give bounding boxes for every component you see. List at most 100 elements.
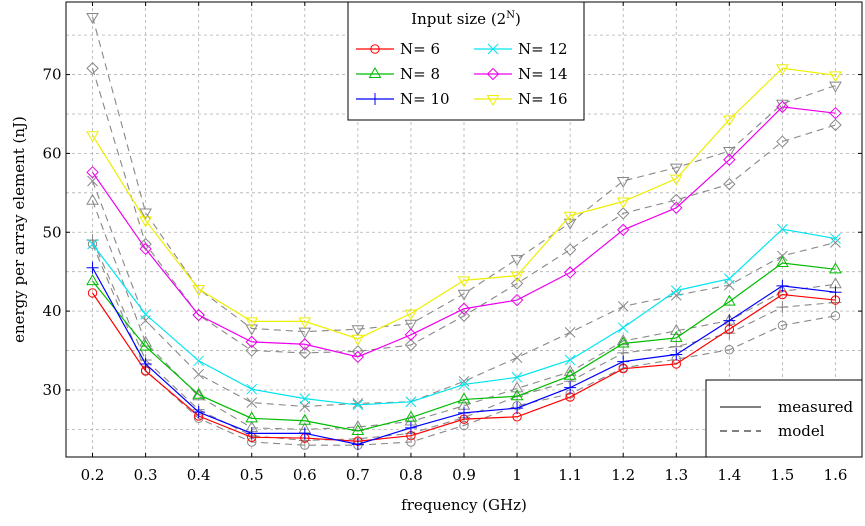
model-line — [92, 243, 836, 446]
legend-label: N= 6 — [400, 40, 440, 58]
legend-entry: N= 14 — [474, 65, 568, 83]
data-point — [510, 389, 524, 401]
model-point — [86, 62, 99, 75]
series-n8 — [86, 256, 842, 435]
data-point — [245, 411, 259, 423]
data-point — [192, 308, 205, 322]
model-point — [457, 309, 471, 323]
model-point — [245, 344, 258, 357]
series-n14 — [86, 100, 842, 364]
y-tick-label: 70 — [42, 66, 61, 84]
data-point — [139, 339, 152, 351]
data-point — [245, 317, 259, 329]
model-point — [830, 311, 841, 321]
series-n16 — [86, 64, 842, 346]
model-point — [616, 207, 630, 220]
data-point — [140, 308, 151, 320]
model-point — [670, 289, 682, 301]
data-point — [299, 393, 311, 404]
data-point — [617, 322, 629, 334]
data-point — [246, 383, 258, 395]
model-point — [723, 177, 736, 191]
model-point — [776, 99, 789, 111]
style-legend-label: measured — [778, 398, 853, 416]
data-point — [87, 238, 98, 250]
data-point — [351, 438, 364, 451]
model-point — [86, 12, 99, 24]
data-point — [722, 294, 736, 306]
data-point — [564, 381, 577, 394]
data-point — [193, 355, 205, 367]
data-point — [669, 174, 683, 186]
data-point — [245, 335, 258, 349]
model-point — [351, 325, 365, 337]
data-point — [86, 261, 99, 274]
x-axis-label: frequency (GHz) — [401, 496, 527, 514]
legend-entry: N= 16 — [474, 90, 568, 108]
x-tick-label: 0.5 — [240, 466, 264, 484]
data-point — [458, 406, 470, 419]
style-legend: measured model — [705, 379, 863, 458]
data-point — [87, 288, 98, 298]
data-point — [139, 357, 152, 370]
x-tick-label: 0.2 — [81, 466, 105, 484]
data-point — [457, 276, 471, 288]
data-point — [298, 413, 312, 425]
data-point — [829, 71, 842, 83]
legend-title-text: Input size (2 — [411, 10, 506, 28]
data-point — [563, 211, 577, 223]
model-point — [616, 177, 630, 189]
data-point — [351, 423, 365, 435]
model-point — [510, 255, 524, 267]
model-point — [669, 163, 683, 175]
data-point — [511, 372, 523, 383]
data-point — [510, 271, 524, 283]
x-tick-label: 0.9 — [452, 466, 476, 484]
series-legend-entries: N= 6 N= 8 N= 10 N= 12 N= 14 N= 16 — [356, 40, 568, 108]
legend-swatch-marker — [370, 44, 380, 54]
model-point — [457, 289, 471, 301]
data-point — [86, 131, 99, 143]
model-point — [352, 398, 364, 409]
y-tick-label: 40 — [42, 302, 61, 320]
model-point — [776, 135, 789, 148]
y-tick-label: 60 — [42, 144, 61, 162]
model-point — [777, 320, 788, 331]
data-point — [777, 223, 788, 235]
data-point — [404, 328, 418, 341]
data-point — [616, 197, 630, 209]
model-point — [670, 193, 683, 207]
data-point — [86, 274, 99, 286]
legend-swatch-marker — [486, 67, 500, 81]
x-tick-label: 1 — [512, 466, 522, 484]
model-point — [830, 237, 841, 248]
x-tick-label: 0.4 — [187, 466, 211, 484]
data-point — [670, 285, 682, 296]
legend-label: N= 10 — [400, 90, 450, 108]
model-point — [563, 218, 577, 230]
data-point — [458, 379, 470, 390]
legend-label: N= 14 — [518, 65, 568, 83]
x-tick-label: 1.2 — [611, 466, 635, 484]
data-point — [616, 336, 630, 348]
legend-entry: N= 8 — [356, 65, 440, 83]
data-point — [776, 64, 789, 76]
y-tick-label: 50 — [42, 223, 61, 241]
x-tick-label: 0.7 — [346, 466, 370, 484]
model-point — [563, 243, 577, 256]
data-point — [616, 223, 630, 237]
legend-entry: N= 12 — [474, 40, 568, 58]
y-tick-label: 30 — [42, 381, 61, 399]
model-point — [617, 301, 629, 312]
model-point — [616, 334, 630, 346]
model-point — [722, 147, 736, 159]
data-point — [670, 201, 683, 215]
data-point — [192, 387, 206, 399]
series-legend-title: Input size (2N) — [411, 10, 521, 28]
data-point — [830, 233, 841, 244]
series-line — [92, 262, 836, 432]
legend-label: N= 8 — [400, 65, 440, 83]
model-point — [193, 368, 205, 380]
legend-swatch-marker — [368, 67, 382, 78]
